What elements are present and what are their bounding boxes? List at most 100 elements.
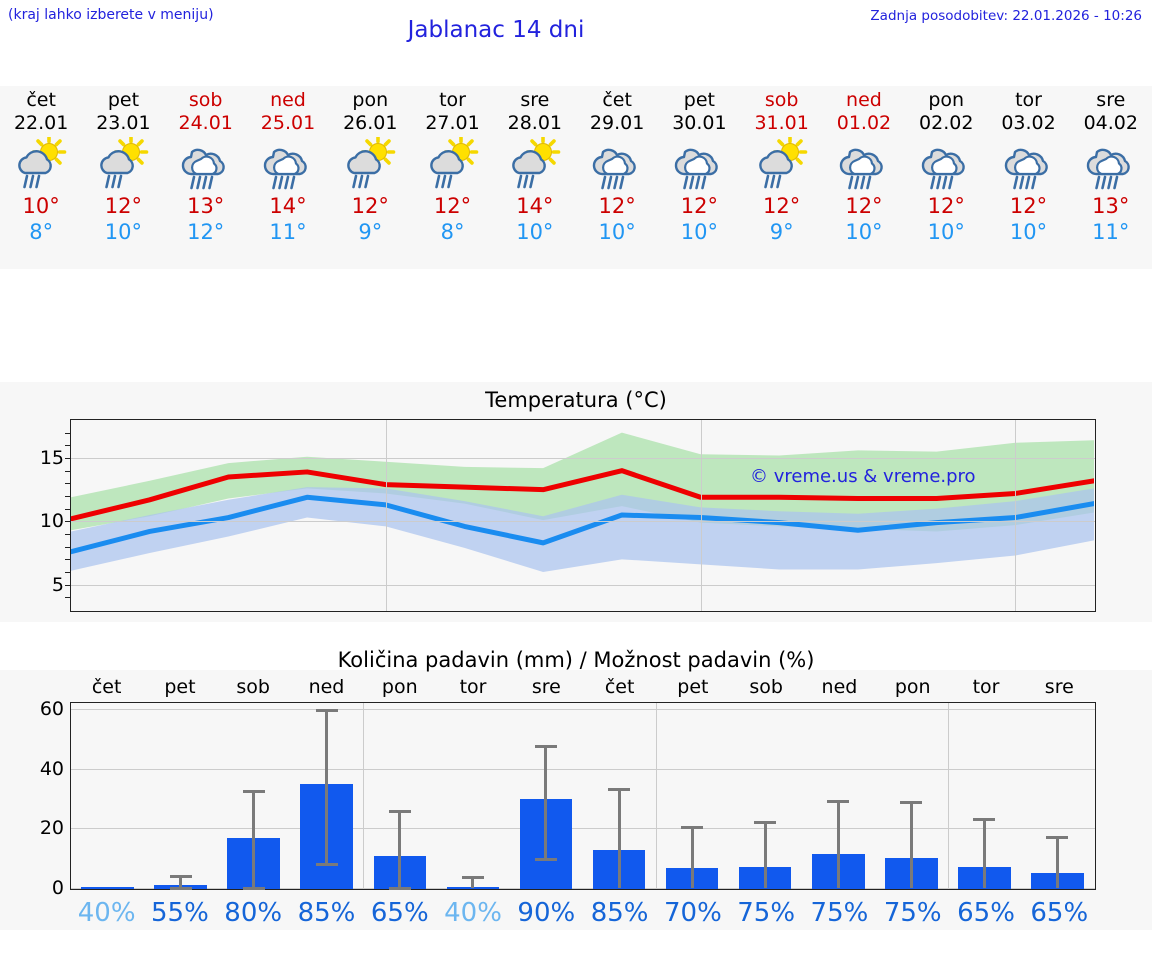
axis-tick <box>65 572 71 573</box>
day-min-temperature: 10° <box>927 220 965 244</box>
error-bar-line <box>617 787 621 888</box>
precipitation-bar[interactable] <box>81 887 134 889</box>
cloud-rain-icon <box>258 137 318 193</box>
day-max-temperature: 14° <box>269 194 307 218</box>
day-forecast-card[interactable]: sob 24.01 13° 12° <box>165 86 247 269</box>
error-bar-cap <box>973 818 996 822</box>
day-date: 01.02 <box>836 112 892 134</box>
axis-tick <box>65 483 71 485</box>
day-name: pon <box>928 89 965 111</box>
precipitation-day-label: pon <box>894 676 931 698</box>
error-bar-cap <box>388 809 411 813</box>
cloud-rain-icon <box>834 137 894 193</box>
sun-cloud-rain-icon <box>93 134 153 193</box>
precipitation-chart-title: Količina padavin (mm) / Možnost padavin … <box>337 648 815 672</box>
precipitation-probability-label: 40% <box>444 898 502 928</box>
precipitation-day-label: ned <box>308 676 345 698</box>
error-bar-line <box>252 790 256 888</box>
day-forecast-card[interactable]: ned 25.01 14° 11° <box>247 86 329 269</box>
precipitation-probability-label: 70% <box>663 898 722 928</box>
location-menu-note: (kraj lahko izberete v meniju) <box>8 7 214 23</box>
precipitation-probability-label: 65% <box>370 898 429 928</box>
error-bar-cap <box>388 887 411 890</box>
day-forecast-card[interactable]: pon 26.01 12° 9° <box>329 86 411 269</box>
temperature-line <box>71 468 1094 522</box>
day-name: pon <box>352 89 389 111</box>
axis-tick <box>65 597 71 599</box>
day-min-temperature: 11° <box>269 220 307 244</box>
error-bar-cap <box>608 787 631 791</box>
cloud-rain-icon <box>587 137 647 193</box>
precipitation-day-label: pet <box>677 676 709 698</box>
day-max-temperature: 14° <box>516 194 554 218</box>
error-bar-line <box>982 818 986 888</box>
day-name: pet <box>683 89 715 111</box>
day-forecast-card[interactable]: ned 01.02 12° 10° <box>823 86 905 269</box>
day-name: čet <box>26 89 56 111</box>
axis-tick <box>65 458 71 459</box>
gridline <box>71 584 1095 586</box>
day-date: 27.01 <box>425 112 480 134</box>
precipitation-day-label: sre <box>1044 676 1074 698</box>
copyright-watermark: © vreme.us & vreme.pro <box>750 466 976 487</box>
day-date: 26.01 <box>343 112 398 134</box>
cloud-rain-icon <box>999 137 1059 193</box>
precipitation-probability-row: 40% 55% 80% 85% 65% 40% 90% 85% 70% 75% 75% 75% 65% 6… <box>70 898 1096 928</box>
vertical-gridline <box>1015 420 1017 611</box>
day-min-temperature: 9° <box>358 220 383 244</box>
precipitation-probability-label: 80% <box>224 898 283 928</box>
day-forecast-card[interactable]: čet 22.01 10° 8° <box>0 86 82 269</box>
error-bar-line <box>471 876 475 888</box>
precipitation-bar[interactable] <box>446 887 500 889</box>
axis-tick <box>65 521 71 523</box>
error-bar-cap <box>681 825 704 829</box>
gridline <box>71 828 1095 830</box>
daily-forecast-strip: čet 22.01 10° 8° pet 23.01 12° 10° sob 24.01 13° 12… <box>0 86 1152 269</box>
day-forecast-card[interactable]: tor 03.02 12° 10° <box>987 86 1069 269</box>
y-axis-tick-label: 15 <box>39 447 64 469</box>
cloud-rain-icon <box>1081 137 1141 193</box>
y-axis-tick-label: 40 <box>39 757 64 780</box>
page-title: Jablanac 14 dni <box>407 17 585 43</box>
day-forecast-card[interactable]: čet 29.01 12° 10° <box>576 86 658 269</box>
gridline <box>71 888 1095 889</box>
vertical-gridline <box>655 703 657 889</box>
day-forecast-card[interactable]: sob 31.01 12° 9° <box>741 86 823 269</box>
cloud-rain-icon <box>669 137 729 193</box>
day-max-temperature: 12° <box>927 194 965 218</box>
day-forecast-card[interactable]: pet 30.01 12° 10° <box>658 86 740 269</box>
error-bar-cap <box>461 876 484 880</box>
day-forecast-card[interactable]: pet 23.01 12° 10° <box>82 86 164 269</box>
gridline <box>71 768 1095 770</box>
precipitation-probability-label: 65% <box>1030 898 1089 928</box>
gridline <box>71 521 1095 523</box>
day-date: 04.02 <box>1083 112 1138 134</box>
day-forecast-card[interactable]: pon 02.02 12° 10° <box>905 86 987 269</box>
day-name: čet <box>602 89 632 111</box>
day-min-temperature: 9° <box>769 220 794 244</box>
axis-tick <box>65 432 71 434</box>
precipitation-plot-area: 0 20 40 60 <box>40 698 1096 899</box>
day-forecast-card[interactable]: tor 27.01 12° 8° <box>411 86 493 269</box>
axis-tick <box>65 508 71 510</box>
precipitation-day-label: pon <box>381 676 418 698</box>
sun-cloud-rain-icon <box>11 134 71 193</box>
day-date: 31.01 <box>754 112 809 134</box>
axis-tick <box>65 470 71 472</box>
day-date: 03.02 <box>1001 112 1056 134</box>
day-name: sre <box>1096 89 1126 111</box>
day-date: 25.01 <box>260 112 316 134</box>
precipitation-day-label: ned <box>821 676 858 698</box>
error-bar-cap <box>900 801 923 805</box>
axis-tick <box>65 534 71 535</box>
day-max-temperature: 12° <box>845 194 883 218</box>
day-name: sob <box>188 89 223 111</box>
day-forecast-card[interactable]: sre 04.02 13° 11° <box>1070 86 1152 269</box>
precipitation-day-labels: čet pet sob ned pon tor sre čet pet sob ned pon tor s… <box>70 676 1096 698</box>
vertical-gridline <box>363 703 365 889</box>
precipitation-day-label: tor <box>459 676 487 698</box>
gridline <box>71 708 1095 710</box>
day-forecast-card[interactable]: sre 28.01 14° 10° <box>494 86 576 269</box>
error-bar-line <box>1055 836 1059 888</box>
gridline <box>71 458 1095 459</box>
